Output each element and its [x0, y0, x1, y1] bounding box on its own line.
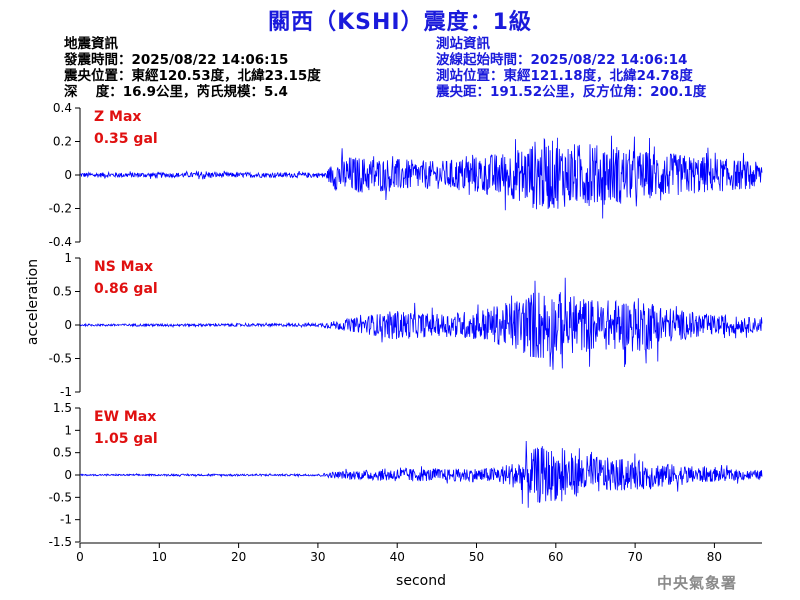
- trace-ew: [79, 440, 763, 508]
- x-tick-label: 50: [469, 550, 484, 564]
- earthquake-info-heading: 地震資訊: [64, 36, 118, 52]
- y-tick-label: 0.5: [53, 446, 72, 460]
- x-tick-label: 30: [310, 550, 325, 564]
- y-tick-label: 0: [64, 168, 72, 182]
- y-tick-label: -0.5: [49, 490, 72, 504]
- max-title-ew: EW Max: [94, 409, 156, 425]
- y-tick-label: 0.5: [53, 285, 72, 299]
- y-tick-label: 1.5: [53, 401, 72, 415]
- station-info-heading: 測站資訊: [436, 36, 490, 52]
- y-tick-label: 0: [64, 468, 72, 482]
- x-tick-label: 40: [390, 550, 405, 564]
- x-axis-label: second: [396, 573, 446, 589]
- station-location: 測站位置：東經121.18度，北緯24.78度: [436, 68, 693, 84]
- origin-time: 發震時間：2025/08/22 14:06:15: [64, 52, 289, 68]
- max-title-ns: NS Max: [94, 259, 153, 275]
- max-value-ew: 1.05 gal: [94, 431, 158, 447]
- y-tick-label: -1: [60, 513, 72, 527]
- agency-credit: 中央氣象署: [657, 574, 738, 592]
- y-tick-label: -0.2: [49, 202, 72, 216]
- page-title: 關西（KSHI）震度：1級: [268, 10, 532, 35]
- x-tick-label: 70: [627, 550, 642, 564]
- x-tick-label: 0: [76, 550, 84, 564]
- x-tick-label: 60: [548, 550, 563, 564]
- earthquake-info: 地震資訊 發震時間：2025/08/22 14:06:15 震央位置：東經120…: [64, 36, 321, 100]
- y-tick-label: 1: [64, 251, 72, 265]
- x-tick-label: 10: [152, 550, 167, 564]
- y-tick-label: -1: [60, 385, 72, 399]
- y-tick-label: 0: [64, 318, 72, 332]
- wave-start-time: 波線起始時間：2025/08/22 14:06:14: [436, 52, 688, 68]
- max-value-ns: 0.86 gal: [94, 281, 158, 297]
- y-tick-label: -1.5: [49, 535, 72, 549]
- x-tick-label: 20: [231, 550, 246, 564]
- y-tick-label: 1: [64, 423, 72, 437]
- station-info: 測站資訊 波線起始時間：2025/08/22 14:06:14 測站位置：東經1…: [436, 36, 706, 100]
- y-axis-label: acceleration: [25, 259, 41, 345]
- epicenter-location: 震央位置：東經120.53度，北緯23.15度: [64, 68, 321, 84]
- max-value-z: 0.35 gal: [94, 131, 158, 147]
- y-tick-label: 0.2: [53, 135, 72, 149]
- trace-z: [79, 135, 763, 219]
- depth-magnitude: 深 度：16.9公里，芮氏規模：5.4: [64, 84, 288, 100]
- trace-ns: [79, 277, 763, 370]
- x-tick-label: 80: [707, 550, 722, 564]
- max-title-z: Z Max: [94, 109, 141, 125]
- y-tick-label: -0.4: [49, 235, 72, 249]
- y-tick-label: -0.5: [49, 352, 72, 366]
- epicentral-distance: 震央距：191.52公里，反方位角：200.1度: [436, 84, 707, 100]
- y-tick-label: 0.4: [53, 101, 72, 115]
